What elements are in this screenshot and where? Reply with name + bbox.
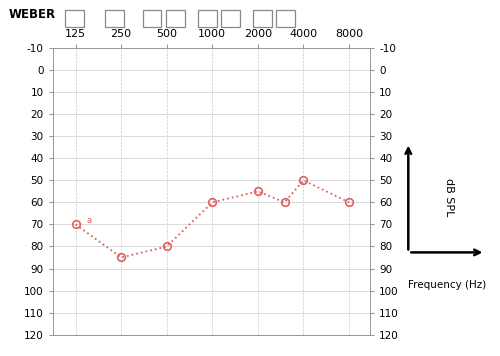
Text: dB SPL: dB SPL [444,178,454,217]
Text: a: a [86,216,92,225]
Text: WEBER: WEBER [9,8,56,21]
Text: Frequency (Hz): Frequency (Hz) [408,280,486,290]
